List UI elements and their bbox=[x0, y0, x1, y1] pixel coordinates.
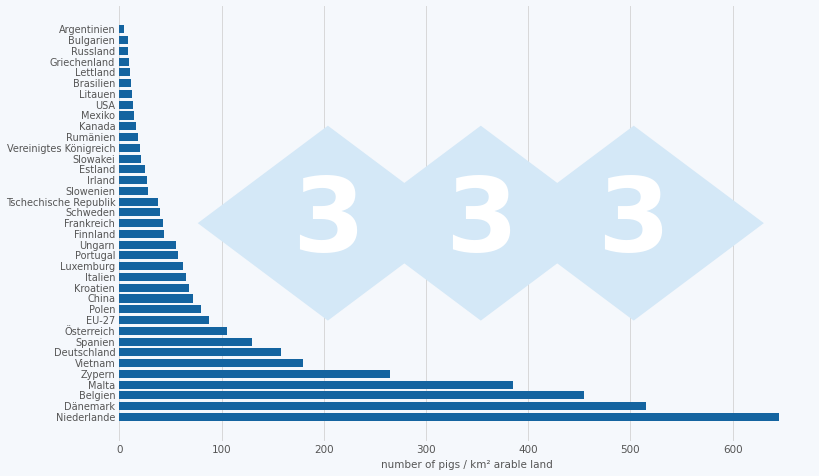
Bar bbox=[120, 176, 147, 184]
Bar bbox=[120, 69, 129, 77]
Bar bbox=[120, 208, 160, 217]
Bar bbox=[120, 348, 281, 357]
Bar bbox=[120, 370, 390, 378]
Bar bbox=[120, 79, 130, 87]
X-axis label: number of pigs / km² arable land: number of pigs / km² arable land bbox=[381, 460, 552, 470]
Bar bbox=[120, 295, 192, 303]
Bar bbox=[120, 47, 128, 55]
Bar bbox=[120, 241, 175, 248]
Bar bbox=[120, 251, 178, 259]
Polygon shape bbox=[503, 126, 763, 321]
Bar bbox=[120, 359, 303, 367]
Bar bbox=[120, 273, 186, 281]
Bar bbox=[120, 230, 164, 238]
Bar bbox=[120, 413, 778, 421]
Bar bbox=[120, 381, 512, 388]
Bar bbox=[120, 219, 163, 227]
Bar bbox=[120, 58, 129, 66]
Bar bbox=[120, 144, 139, 152]
Bar bbox=[120, 198, 158, 206]
Bar bbox=[120, 402, 645, 410]
Polygon shape bbox=[197, 126, 458, 321]
Text: 3: 3 bbox=[292, 173, 364, 274]
Bar bbox=[120, 391, 584, 399]
Text: 3: 3 bbox=[444, 173, 516, 274]
Bar bbox=[120, 305, 201, 313]
Bar bbox=[120, 165, 145, 173]
Bar bbox=[120, 316, 209, 324]
Bar bbox=[120, 122, 135, 130]
Polygon shape bbox=[351, 126, 610, 321]
Text: 3: 3 bbox=[597, 173, 669, 274]
Bar bbox=[120, 337, 252, 346]
Bar bbox=[120, 111, 133, 119]
Bar bbox=[120, 284, 188, 292]
Bar bbox=[120, 327, 226, 335]
Bar bbox=[120, 187, 147, 195]
Bar bbox=[120, 262, 183, 270]
Bar bbox=[120, 36, 128, 44]
Bar bbox=[120, 133, 138, 141]
Bar bbox=[120, 101, 133, 109]
Bar bbox=[120, 155, 141, 163]
Bar bbox=[120, 90, 132, 98]
Bar bbox=[120, 25, 124, 33]
